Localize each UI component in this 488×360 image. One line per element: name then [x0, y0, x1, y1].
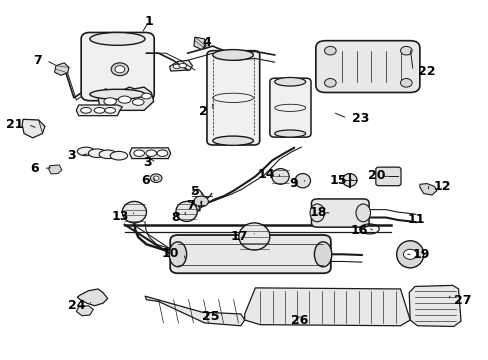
- Text: 6: 6: [30, 162, 39, 175]
- Text: 13: 13: [111, 210, 128, 223]
- Polygon shape: [145, 296, 244, 326]
- Polygon shape: [77, 289, 107, 306]
- Polygon shape: [129, 148, 170, 158]
- Text: 22: 22: [417, 64, 434, 77]
- FancyBboxPatch shape: [311, 199, 368, 227]
- Text: 20: 20: [367, 169, 384, 182]
- Text: 27: 27: [453, 294, 470, 307]
- Ellipse shape: [103, 98, 116, 105]
- Circle shape: [400, 46, 411, 55]
- Text: 24: 24: [68, 299, 86, 312]
- Text: 7: 7: [33, 54, 41, 67]
- Ellipse shape: [157, 150, 167, 157]
- Ellipse shape: [271, 168, 288, 184]
- FancyBboxPatch shape: [315, 41, 419, 93]
- FancyBboxPatch shape: [375, 167, 400, 186]
- Ellipse shape: [176, 202, 197, 221]
- Ellipse shape: [81, 108, 91, 113]
- Text: 3: 3: [66, 149, 75, 162]
- Polygon shape: [194, 37, 205, 50]
- Ellipse shape: [396, 241, 423, 268]
- Text: 14: 14: [257, 168, 274, 181]
- Ellipse shape: [309, 204, 324, 222]
- Polygon shape: [419, 184, 436, 195]
- FancyBboxPatch shape: [170, 235, 330, 273]
- Polygon shape: [98, 87, 153, 111]
- Text: 3: 3: [142, 156, 151, 169]
- Circle shape: [403, 249, 416, 259]
- FancyBboxPatch shape: [206, 51, 259, 145]
- Circle shape: [153, 176, 159, 180]
- Circle shape: [111, 63, 128, 76]
- Ellipse shape: [88, 149, 105, 157]
- Ellipse shape: [169, 242, 186, 267]
- Ellipse shape: [142, 93, 151, 99]
- Text: 25: 25: [202, 310, 219, 323]
- Ellipse shape: [77, 147, 95, 156]
- Text: 16: 16: [349, 224, 367, 237]
- Text: 7: 7: [186, 199, 194, 212]
- Polygon shape: [22, 119, 45, 138]
- Text: 12: 12: [432, 180, 450, 193]
- Circle shape: [324, 78, 335, 87]
- Polygon shape: [76, 105, 122, 116]
- FancyBboxPatch shape: [81, 32, 154, 101]
- Text: 23: 23: [351, 112, 369, 125]
- Polygon shape: [49, 165, 61, 174]
- Ellipse shape: [173, 64, 181, 68]
- Ellipse shape: [212, 50, 253, 60]
- Text: 15: 15: [329, 174, 346, 186]
- Circle shape: [150, 174, 162, 183]
- Ellipse shape: [355, 204, 370, 222]
- Text: 21: 21: [5, 118, 23, 131]
- Text: 2: 2: [199, 104, 207, 118]
- Text: 8: 8: [171, 211, 180, 224]
- Ellipse shape: [179, 64, 186, 68]
- Ellipse shape: [104, 108, 115, 113]
- Text: 11: 11: [407, 213, 425, 226]
- Polygon shape: [76, 306, 93, 316]
- Ellipse shape: [314, 242, 331, 267]
- Ellipse shape: [118, 96, 131, 103]
- Polygon shape: [244, 288, 409, 326]
- Text: 19: 19: [412, 248, 429, 261]
- Ellipse shape: [239, 223, 269, 250]
- Ellipse shape: [110, 152, 127, 160]
- Ellipse shape: [99, 150, 116, 158]
- Ellipse shape: [132, 99, 144, 105]
- Ellipse shape: [94, 108, 104, 113]
- Circle shape: [324, 46, 335, 55]
- Text: 18: 18: [309, 206, 326, 219]
- Ellipse shape: [342, 174, 356, 186]
- Polygon shape: [55, 63, 69, 75]
- Circle shape: [400, 78, 411, 87]
- Text: 4: 4: [202, 36, 211, 49]
- Ellipse shape: [134, 150, 144, 157]
- Ellipse shape: [212, 136, 253, 145]
- Text: 10: 10: [161, 247, 179, 260]
- Text: 17: 17: [230, 230, 247, 243]
- Circle shape: [194, 196, 208, 207]
- Circle shape: [115, 66, 124, 73]
- Ellipse shape: [274, 77, 305, 86]
- Ellipse shape: [90, 89, 145, 99]
- Text: 6: 6: [141, 174, 149, 187]
- Ellipse shape: [146, 150, 156, 157]
- Ellipse shape: [274, 130, 305, 137]
- FancyBboxPatch shape: [269, 78, 310, 137]
- Ellipse shape: [122, 202, 146, 223]
- Text: 9: 9: [289, 177, 297, 190]
- Ellipse shape: [90, 32, 145, 45]
- Text: 26: 26: [290, 314, 308, 327]
- Polygon shape: [408, 285, 460, 327]
- Ellipse shape: [294, 174, 310, 188]
- Polygon shape: [169, 60, 192, 71]
- Text: 5: 5: [190, 185, 199, 198]
- Text: 1: 1: [144, 15, 153, 28]
